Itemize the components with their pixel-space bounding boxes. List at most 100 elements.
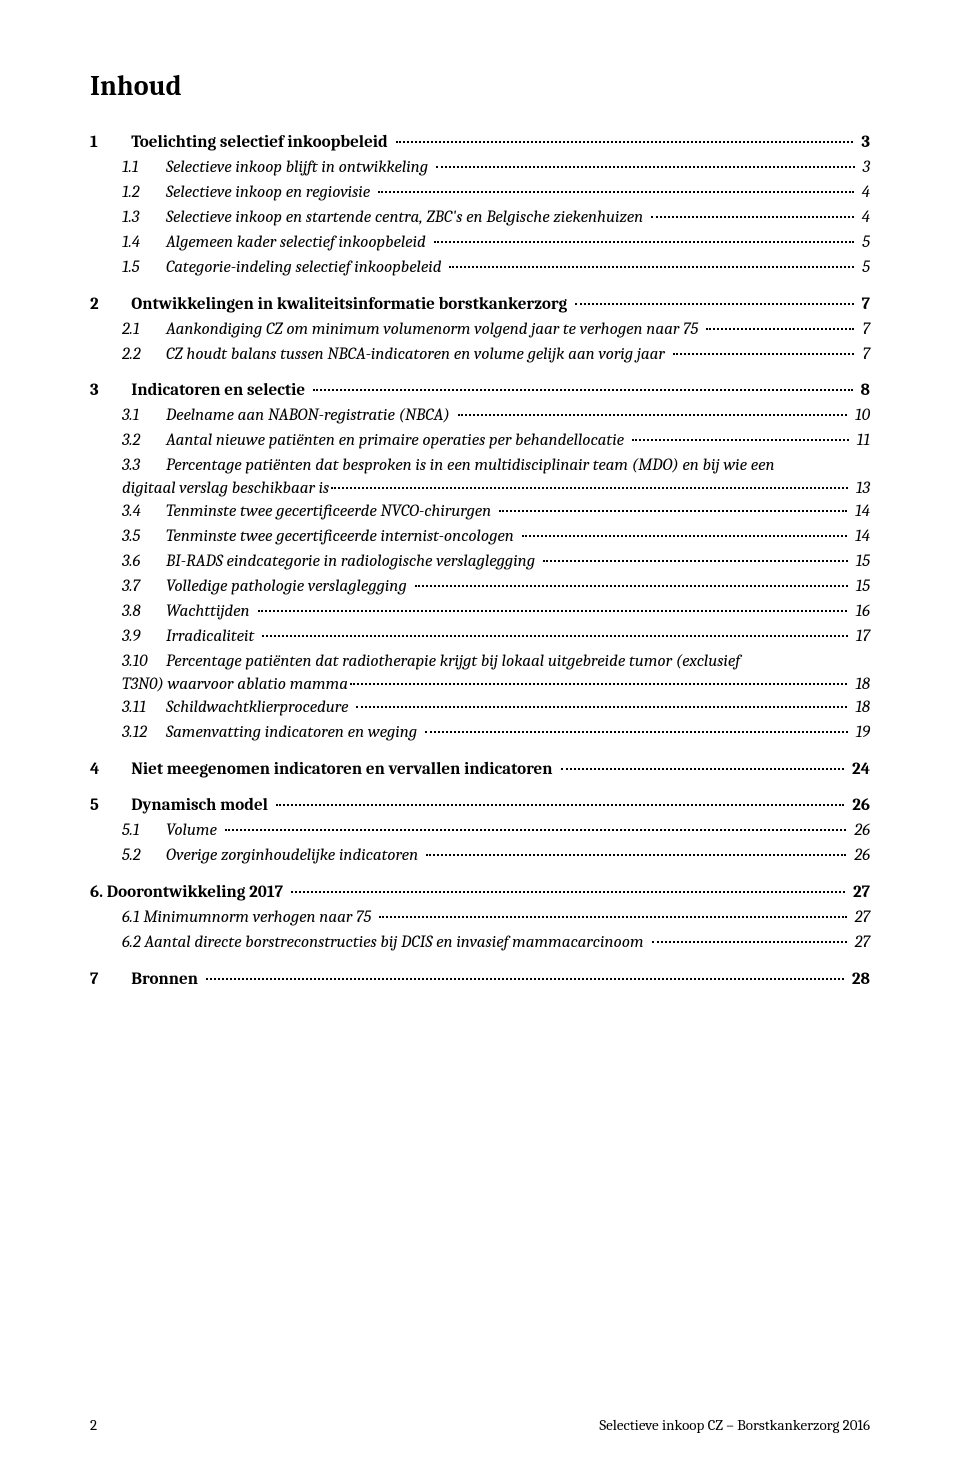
toc-entry-level-2: 3.10Percentage patiënten dat radiotherap… [90,651,870,697]
toc-entry-text: Ontwikkelingen in kwaliteitsinformatie b… [131,295,567,314]
toc-entry-text: Schildwachtklierprocedure [166,698,348,717]
toc-leader-dots [258,610,848,612]
toc-entry-level-2: 1.2Selectieve inkoop en regiovisie4 [90,182,870,205]
toc-entry-number: 3.12 [122,722,166,745]
toc-leader-dots [651,216,853,218]
toc-entry-number: 1.4 [122,232,166,255]
toc-leader-dots [379,916,846,918]
toc-leader-dots [449,266,854,268]
toc-entry-page: 5 [856,232,870,255]
toc-entry-number: 2.2 [122,344,166,367]
toc-entry-number: 3 [90,380,120,403]
toc-entry-text: Percentage patiënten dat radiotherapie k… [166,651,740,674]
toc-entry-level-1: 6. Doorontwikkeling 201727 [90,882,870,905]
toc-entry-text: Samenvatting indicatoren en weging [166,723,417,742]
toc-entry-number: 3.1 [122,405,166,428]
toc-entry-page: 15 [850,576,870,599]
toc-entry-page: 7 [856,344,870,367]
toc-leader-dots [378,191,853,193]
toc-entry-number: 2.1 [122,319,166,342]
toc-entry-page: 27 [849,932,870,955]
toc-entry-number: 3.5 [122,526,166,549]
toc-entry-level-1: 7 Bronnen28 [90,969,870,992]
toc-entry-level-2: 5.1Volume26 [90,820,870,843]
toc-entry-text: Percentage patiënten dat besproken is in… [166,455,775,478]
footer-page-number: 2 [90,1416,97,1434]
toc-entry-level-2: 2.2CZ houdt balans tussen NBCA-indicator… [90,344,870,367]
toc-entry-text: Toelichting selectief inkoopbeleid [131,133,388,152]
toc-entry-number: 1.1 [122,157,166,180]
toc-leader-dots [350,683,847,685]
toc-entry-text: 6.1 Minimumnorm verhogen naar 75 [122,907,377,930]
toc-leader-dots [522,535,847,537]
toc-entry-number: 1.3 [122,207,166,230]
toc-leader-dots [458,414,847,416]
toc-leader-dots [356,706,847,708]
toc-entry-level-1: 2 Ontwikkelingen in kwaliteitsinformatie… [90,294,870,317]
toc-entry-number: 1 [90,132,120,155]
toc-leader-dots [499,510,847,512]
toc-entry-number: 3.7 [122,576,166,599]
toc-entry-number: 3.2 [122,430,166,453]
toc-leader-dots [291,891,845,893]
toc-entry-text: Tenminste twee gecertificeerde internist… [166,527,514,546]
footer-document-title: Selectieve inkoop CZ – Borstkankerzorg 2… [599,1416,870,1434]
toc-entry-number: 3.4 [122,501,166,524]
toc-entry-level-2: 3.2Aantal nieuwe patiënten en primaire o… [90,430,870,453]
toc-entry-text: Selectieve inkoop blijft in ontwikkeling [166,158,428,177]
toc-entry-page: 27 [847,882,870,905]
toc-entry-level-1: 3 Indicatoren en selectie8 [90,380,870,403]
toc-entry-number: 3.8 [122,601,166,624]
toc-leader-dots [276,804,844,806]
toc-entry-number: 1.5 [122,257,166,280]
toc-entry-level-2: 3.6BI-RADS eindcategorie in radiologisch… [90,551,870,574]
toc-entry-number: 5.1 [122,820,166,843]
toc-entry-page: 26 [848,845,870,868]
toc-entry-number: 1.2 [122,182,166,205]
toc-entry-number: 3.6 [122,551,166,574]
toc-entry-text: Tenminste twee gecertificeerde NVCO-chir… [166,502,491,521]
toc-entry-level-2: 3.7Volledige pathologie verslaglegging15 [90,576,870,599]
toc-leader-dots [225,829,846,831]
toc-entry-text: Dynamisch model [131,796,268,815]
toc-leader-dots [561,768,844,770]
toc-entry-level-1: 1 Toelichting selectief inkoopbeleid3 [90,132,870,155]
toc-entry-page: 7 [856,319,870,342]
toc-leader-dots [313,389,852,391]
toc-entry-text: Overige zorginhoudelijke indicatoren [166,846,418,865]
toc-entry-page: 15 [850,551,870,574]
page-title: Inhoud [90,70,870,102]
toc-entry-text: Deelname aan NABON-registratie (NBCA) [166,406,450,425]
toc-entry-level-2: 5.2Overige zorginhoudelijke indicatoren2… [90,845,870,868]
toc-entry-level-2: 3.11Schildwachtklierprocedure18 [90,697,870,720]
toc-entry-level-2: 1.1Selectieve inkoop blijft in ontwikkel… [90,157,870,180]
toc-entry-page: 5 [856,257,870,280]
toc-leader-dots [425,731,847,733]
toc-entry-number: 3.9 [122,626,166,649]
toc-entry-page: 28 [846,969,870,992]
toc-leader-dots [436,166,854,168]
toc-entry-number: 7 [90,969,120,992]
toc-entry-level-2: 2.1Aankondiging CZ om minimum volumenorm… [90,319,870,342]
toc-leader-dots [543,560,848,562]
toc-entry-page: 11 [851,430,870,453]
toc-entry-page: 19 [850,722,870,745]
toc-entry-level-1: 4 Niet meegenomen indicatoren en vervall… [90,759,870,782]
page: Inhoud 1 Toelichting selectief inkoopbel… [0,0,960,1484]
toc-entry-text: Algemeen kader selectief inkoopbeleid [166,233,426,252]
toc-entry-text: BI-RADS eindcategorie in radiologische v… [166,552,535,571]
toc-entry-level-2: 1.4Algemeen kader selectief inkoopbeleid… [90,232,870,255]
toc-entry-text: Wachttijden [166,602,250,621]
toc-entry-level-2: 3.9Irradicaliteit17 [90,626,870,649]
toc-leader-dots [331,487,848,489]
toc-leader-dots [206,978,844,980]
toc-entry-page: 18 [849,674,870,697]
toc-entry-page: 7 [856,294,870,317]
toc-entry-level-2: 6.1 Minimumnorm verhogen naar 7527 [90,907,870,930]
toc-entry-number: 2 [90,294,120,317]
toc-entry-text: Aankondiging CZ om minimum volumenorm vo… [166,320,698,339]
toc-entry-page: 24 [846,759,870,782]
toc-entry-text: Irradicaliteit [166,627,254,646]
toc-entry-page: 4 [856,207,870,230]
toc-entry-page: 3 [857,157,870,180]
